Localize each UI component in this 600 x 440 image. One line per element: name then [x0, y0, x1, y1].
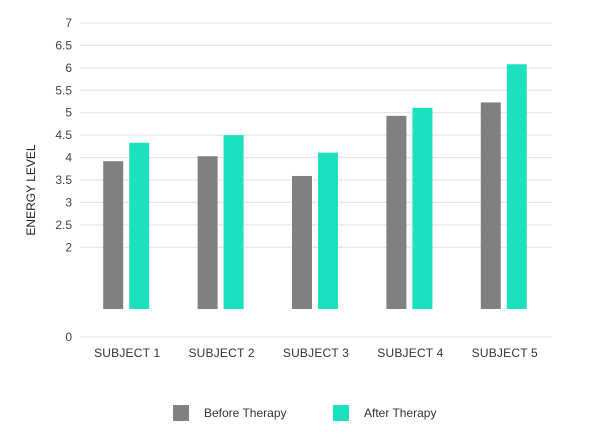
y-tick-label: 5 — [65, 106, 72, 120]
y-tick-label: 6 — [65, 61, 72, 75]
legend-label-after-therapy: After Therapy — [364, 406, 437, 420]
y-tick-label: 0 — [65, 330, 72, 344]
x-axis-category-labels: SUBJECT 1 SUBJECT 2 SUBJECT 3 SUBJECT 4 SUBJ… — [94, 346, 538, 360]
legend-item-before-therapy: Before Therapy — [173, 402, 287, 424]
legend-swatch-before-therapy — [173, 405, 189, 421]
bar-before-subject-5 — [480, 102, 501, 309]
y-tick-label: 3 — [65, 195, 72, 209]
y-tick-label: 5.5 — [55, 83, 72, 97]
x-category-label: SUBJECT 4 — [377, 346, 443, 360]
bar-before-subject-2 — [197, 156, 218, 309]
bars — [103, 64, 527, 310]
y-axis-title: ENERGY LEVEL — [24, 144, 38, 235]
y-tick-label: 6.5 — [55, 38, 72, 52]
y-tick-label: 4 — [65, 151, 72, 165]
y-tick-label: 2.5 — [55, 218, 72, 232]
bar-before-subject-4 — [386, 115, 407, 310]
x-category-label: SUBJECT 3 — [283, 346, 349, 360]
y-axis-ticks: 0 2 2.5 3 3.5 4 4.5 5 5.5 6 6.5 7 — [55, 16, 72, 344]
y-tick-label: 2 — [65, 240, 72, 254]
legend-label-before-therapy: Before Therapy — [204, 406, 287, 420]
bar-chart: 022.533.544.555.566.57 SUBJECT 1 SUBJECT … — [24, 16, 552, 360]
bar-after-subject-5 — [506, 64, 527, 309]
legend-swatch-after-therapy — [333, 405, 349, 421]
y-tick-label: 7 — [65, 16, 72, 30]
bar-after-subject-2 — [223, 135, 244, 309]
x-category-label: SUBJECT 1 — [94, 346, 160, 360]
legend-item-after-therapy: After Therapy — [333, 402, 436, 424]
gridlines — [80, 22, 552, 338]
bar-after-subject-3 — [318, 152, 338, 309]
bar-after-subject-1 — [129, 142, 150, 309]
x-category-label: SUBJECT 5 — [472, 346, 538, 360]
bar-before-subject-1 — [103, 161, 124, 309]
y-tick-label: 4.5 — [55, 128, 72, 142]
x-category-label: SUBJECT 2 — [188, 346, 254, 360]
y-tick-label: 3.5 — [55, 173, 72, 187]
bar-after-subject-4 — [412, 107, 433, 309]
legend: Before Therapy After Therapy — [0, 402, 600, 424]
bar-before-subject-3 — [292, 175, 312, 309]
